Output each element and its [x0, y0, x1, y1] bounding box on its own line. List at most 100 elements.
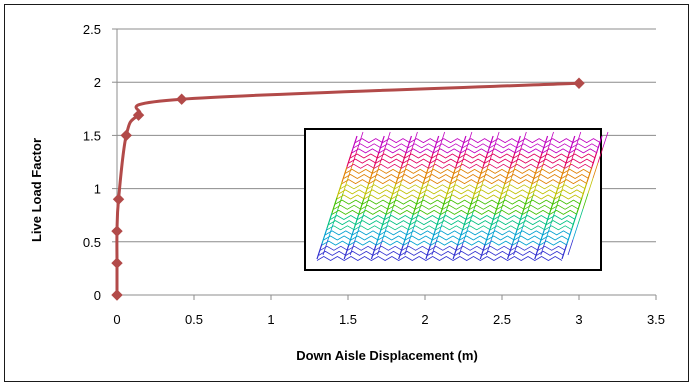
- rack-upright: [316, 243, 323, 260]
- rack-upright: [408, 212, 415, 229]
- rack-upright: [521, 197, 529, 214]
- rack-upright: [493, 131, 500, 148]
- y-tick-label: 1: [94, 182, 101, 197]
- data-point-marker: [111, 289, 123, 301]
- y-tick-labels: 0 0.5 1 1.5 2 2.5: [83, 22, 101, 303]
- rack-upright: [489, 212, 496, 229]
- x-tick-label: 3.5: [647, 312, 665, 327]
- rack-upright: [582, 193, 589, 209]
- rack-upright: [477, 166, 484, 183]
- rack-beam: [340, 184, 586, 190]
- rack-upright: [467, 197, 474, 214]
- rack-upright: [390, 181, 398, 198]
- rack-upright: [346, 151, 353, 167]
- rack-beam: [343, 174, 589, 179]
- rack-upright: [385, 197, 393, 214]
- x-tick-label: 0.5: [185, 312, 203, 327]
- rack-upright: [544, 212, 551, 229]
- rack-upright: [516, 212, 524, 229]
- rack-upright: [520, 131, 527, 148]
- rack-beam: [333, 204, 579, 210]
- rack-upright: [326, 212, 333, 229]
- rack-upright: [452, 243, 459, 260]
- rack-upright: [457, 228, 464, 244]
- rack-upright: [353, 212, 360, 229]
- rack-beam: [338, 189, 584, 195]
- rack-beam: [316, 256, 563, 261]
- rack-beam: [353, 143, 599, 149]
- rack-upright: [566, 228, 573, 244]
- rack-upright: [375, 228, 383, 244]
- rack-upright: [433, 135, 440, 152]
- rack-upright: [581, 181, 588, 198]
- x-tick-label: 3: [575, 312, 582, 327]
- rack-upright: [559, 166, 566, 183]
- rack-upright: [586, 166, 593, 183]
- rack-upright: [395, 166, 403, 183]
- x-axis-title: Down Aisle Displacement (m): [296, 348, 478, 363]
- chart-svg: 0 0.5 1 1.5 2 2.5 0 0.5 1 1.5 2 2.5 3 3.5 Live Load …: [29, 22, 665, 363]
- rack-upright: [511, 228, 519, 244]
- rack-upright: [506, 243, 514, 260]
- rack-upright: [484, 228, 491, 244]
- chart-frame: 0 0.5 1 1.5 2 2.5 0 0.5 1 1.5 2 2.5 3 3.5 Live Load …: [4, 4, 689, 382]
- rack-upright: [363, 181, 370, 198]
- rack-beam: [336, 194, 583, 200]
- rack-upright: [455, 151, 462, 167]
- rack-beam: [330, 215, 576, 220]
- rack-upright: [445, 181, 452, 198]
- rack-upright: [400, 151, 408, 167]
- data-point-marker: [175, 93, 188, 105]
- rack-upright: [548, 131, 554, 148]
- rack-beam: [335, 199, 581, 205]
- rack-upright: [435, 212, 442, 229]
- rack-upright: [373, 151, 380, 167]
- rack-upright: [539, 228, 546, 244]
- x-tick-label: 2: [421, 312, 428, 327]
- y-tick-label: 2.5: [83, 22, 101, 37]
- x-tick-labels: 0 0.5 1 1.5 2 2.5 3 3.5: [113, 312, 665, 327]
- rack-beam: [345, 168, 591, 174]
- rack-upright: [398, 243, 405, 260]
- data-point-marker: [111, 225, 123, 237]
- rack-upright: [569, 135, 576, 152]
- rack-upright: [430, 228, 437, 244]
- rack-upright: [591, 151, 598, 167]
- rack-upright: [423, 166, 430, 183]
- rack-upright: [425, 243, 432, 260]
- rack-upright: [487, 135, 494, 152]
- rack-upright: [357, 131, 364, 148]
- rack-upright: [536, 151, 544, 167]
- rack-beam: [325, 230, 571, 236]
- rack-upright: [494, 197, 501, 214]
- series-layer: [111, 77, 585, 301]
- x-tick-label: 1.5: [339, 312, 357, 327]
- x-tick-label: 0: [113, 312, 120, 327]
- rack-upright: [378, 135, 385, 152]
- rack-upright: [439, 131, 446, 148]
- rack-upright: [341, 166, 348, 183]
- rack-upright: [575, 131, 582, 148]
- rack-upright: [587, 178, 594, 194]
- rack-upright: [526, 181, 534, 198]
- data-point-marker: [573, 77, 585, 89]
- y-tick-label: 0.5: [83, 235, 101, 250]
- rack-beam: [351, 148, 598, 154]
- series-line: [115, 81, 580, 295]
- rack-upright: [348, 228, 355, 244]
- rack-beam: [318, 250, 564, 256]
- rack-beam: [326, 225, 573, 231]
- x-tick-label: 1: [267, 312, 274, 327]
- rack-upright: [549, 197, 556, 214]
- y-tick-label: 0: [94, 288, 101, 303]
- rack-upright: [370, 243, 378, 260]
- rack-beam: [331, 209, 578, 215]
- rack-upright: [462, 212, 469, 229]
- y-tick-label: 2: [94, 75, 101, 90]
- data-point-marker: [120, 129, 132, 142]
- rack-upright: [466, 131, 473, 148]
- rack-upright: [482, 151, 489, 167]
- rack-upright: [403, 228, 410, 244]
- rack-upright: [514, 135, 521, 152]
- data-point-marker: [112, 193, 125, 205]
